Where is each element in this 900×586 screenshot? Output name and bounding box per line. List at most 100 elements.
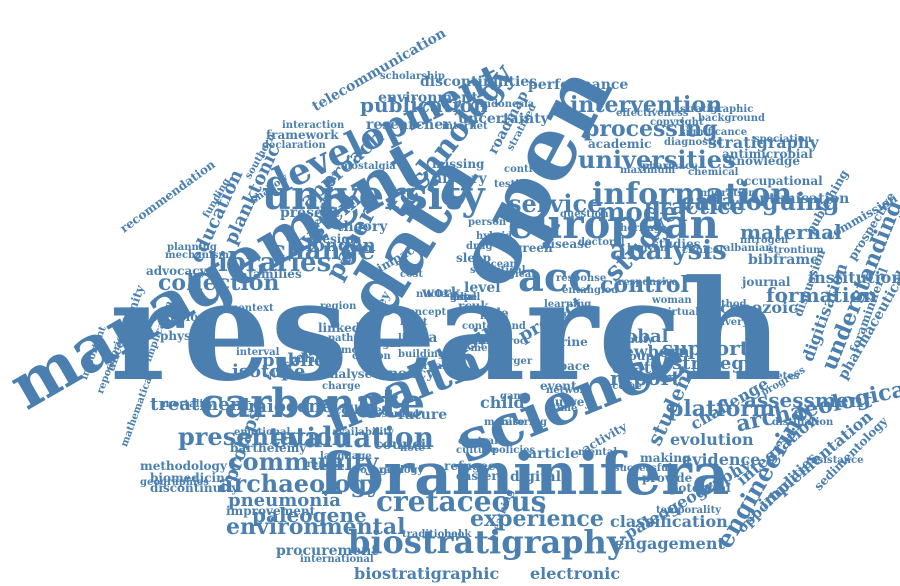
word: academic [588, 137, 652, 151]
word: internet [442, 121, 488, 132]
word: control [600, 272, 689, 298]
word: environmental [226, 514, 406, 540]
word: life [398, 333, 417, 344]
word: publication [360, 93, 488, 117]
word: processing [584, 116, 718, 142]
word: game [500, 391, 531, 402]
word: learning [544, 299, 592, 310]
word: assessment [744, 388, 873, 412]
word: gene [450, 292, 477, 303]
word: diagnostic [664, 137, 723, 148]
word: performance [528, 77, 629, 93]
word: time [552, 403, 578, 414]
word: disease [542, 237, 592, 251]
word: diabetes [752, 371, 800, 382]
word: nuclear [416, 289, 459, 300]
word: carbonate [200, 380, 425, 427]
word: book [444, 529, 472, 540]
word: institutional [808, 268, 900, 287]
word: uncertainty [458, 111, 549, 127]
word: cost [400, 269, 424, 280]
word: potential [670, 481, 731, 495]
word: successful [614, 463, 673, 474]
word: availability [332, 427, 394, 438]
word: advocacy [146, 264, 207, 278]
word: archaeology [218, 469, 381, 498]
word: model [598, 198, 688, 228]
word: strontium [768, 245, 824, 256]
word: green [514, 241, 553, 255]
word: statistical [470, 265, 526, 276]
word: margin [360, 339, 401, 350]
word: traditional [402, 529, 462, 540]
word: network [546, 385, 592, 396]
word: small [450, 292, 481, 303]
word: treatment [150, 394, 252, 415]
word: proc [501, 336, 527, 347]
word: environment [378, 90, 478, 106]
word: improvement [226, 504, 316, 518]
word: maternal [740, 220, 842, 244]
word: ddp [450, 292, 471, 303]
word: london [306, 235, 376, 256]
word: note [400, 443, 425, 454]
word: emotional [234, 427, 291, 438]
word: case [500, 417, 525, 428]
word: intervention [570, 92, 723, 118]
word: evaluation [270, 421, 434, 454]
word: miocene [248, 396, 333, 417]
word: rcuk [458, 299, 489, 313]
word: nostalgia [344, 161, 396, 172]
word: space [552, 359, 590, 373]
word: biostratigraphy [348, 523, 626, 561]
word: optimisation [750, 191, 850, 207]
word: practice [644, 194, 745, 220]
word: information [592, 177, 793, 212]
word: responsive [618, 277, 678, 288]
word: cenozoic [720, 298, 798, 317]
word: element [454, 343, 500, 354]
word: engagement [614, 534, 725, 553]
word: foraminifera [320, 440, 730, 508]
word: scholarship [380, 71, 445, 82]
word: coverage [354, 465, 405, 476]
word: theory [337, 219, 388, 235]
word: policy [388, 366, 435, 382]
word: question [560, 209, 609, 220]
word: electronic [530, 564, 621, 583]
word: bibframe [748, 252, 820, 268]
word: public [262, 350, 325, 371]
word: isotope [232, 361, 306, 382]
word: planning [167, 242, 217, 253]
word: clinical [682, 245, 724, 256]
word: event [540, 379, 577, 393]
word: nitrogen [740, 235, 789, 246]
word: kenyon [627, 243, 668, 254]
word: level [464, 280, 501, 296]
word: platform [668, 396, 776, 422]
word: indonesia [480, 99, 535, 110]
word: albanian [724, 243, 773, 254]
word: classification [610, 512, 728, 531]
word: geographies [140, 477, 209, 488]
word: urban [416, 361, 450, 372]
word: studies [652, 237, 701, 251]
word: ocean [484, 259, 517, 270]
word: year [478, 333, 512, 349]
word: mortality [162, 399, 214, 410]
word: design [314, 232, 359, 246]
word: collision [150, 310, 208, 324]
word: heritage [620, 223, 668, 234]
word: history [432, 171, 487, 187]
word: work [422, 285, 461, 301]
word: researcher [366, 117, 451, 133]
word: paleogene [252, 503, 367, 527]
word: temporality [656, 505, 721, 516]
word: resource [370, 409, 419, 420]
word: service [508, 189, 603, 218]
word: international [300, 554, 374, 565]
word: response [556, 273, 607, 284]
word: newborn [612, 342, 690, 361]
word: building [398, 349, 445, 360]
word: language [320, 451, 372, 462]
